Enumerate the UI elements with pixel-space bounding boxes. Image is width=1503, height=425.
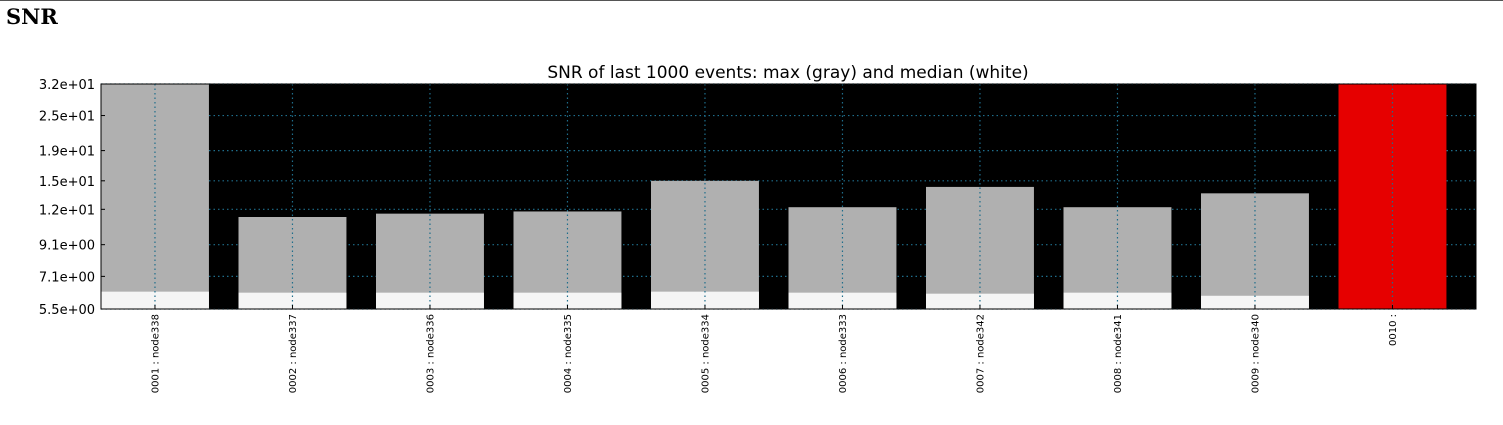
- y-tick-label: 7.1e+00: [39, 270, 95, 285]
- y-tick-label: 5.5e+00: [39, 303, 95, 318]
- y-tick-label: 3.2e+01: [39, 78, 95, 93]
- max-bar: [651, 180, 759, 309]
- x-tick-label: 0006 : node333: [838, 314, 849, 393]
- vertical-grid-layer: [154, 84, 1394, 309]
- x-tick-label: 0009 : node340: [1250, 314, 1261, 393]
- x-tick-label: 0008 : node341: [1113, 314, 1124, 393]
- y-tick-label: 9.1e+00: [39, 239, 95, 254]
- max-bar: [926, 186, 1034, 309]
- chart-title: SNR of last 1000 events: max (gray) and …: [547, 63, 1028, 83]
- top-rule: [0, 0, 1503, 1]
- x-tick-label: 0003 : node336: [425, 314, 436, 393]
- plot-frame: [100, 83, 1477, 310]
- y-tick-label: 2.5e+01: [39, 110, 95, 125]
- x-tick-label: 0004 : node335: [563, 314, 574, 393]
- x-tick-label: 0002 : node337: [288, 314, 299, 393]
- y-tick-label: 1.2e+01: [39, 203, 95, 218]
- bar-layer: [101, 84, 1447, 309]
- x-tick-label: 0005 : node334: [700, 314, 711, 393]
- y-tick-label: 1.5e+01: [39, 175, 95, 190]
- y-tick-label: 1.9e+01: [39, 145, 95, 160]
- x-axis-ticks: 0001 : node338 0002 : node337 0003 : node3…: [150, 305, 1399, 393]
- x-tick-label: 0010 :: [1388, 314, 1399, 346]
- x-tick-label: 0007 : node342: [975, 314, 986, 393]
- page-title: SNR: [6, 4, 58, 29]
- x-tick-label: 0001 : node338: [150, 314, 161, 393]
- median-bar: [1201, 295, 1309, 309]
- y-axis-ticks: 5.5e+00 7.1e+00 9.1e+00 1.2e+01 1.5e+01 1.9e+…: [39, 78, 105, 318]
